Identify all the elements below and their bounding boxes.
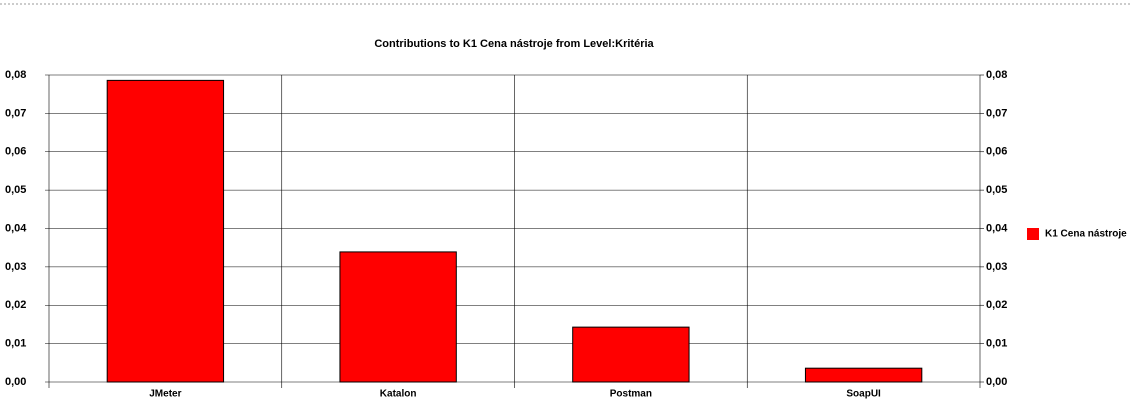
y2-tick-label: 0,06 — [986, 146, 1007, 158]
y2-tick-label: 0,07 — [986, 107, 1007, 119]
bar — [106, 79, 225, 383]
y2-tick-label: 0,00 — [986, 376, 1007, 388]
y2-tick-label: 0,02 — [986, 299, 1007, 311]
y2-tick-label: 0,05 — [986, 184, 1007, 196]
y-tick-label: 0,03 — [5, 261, 26, 273]
legend-swatch — [1027, 228, 1039, 240]
y2-tick-label: 0,04 — [986, 222, 1008, 234]
y2-tick-label: 0,01 — [986, 338, 1007, 350]
y-tick-label: 0,04 — [5, 222, 27, 234]
x-tick-label: JMeter — [149, 389, 181, 400]
bar — [804, 367, 923, 383]
bar — [572, 326, 690, 383]
bar — [339, 251, 457, 383]
y-tick-label: 0,02 — [5, 299, 26, 311]
y2-tick-label: 0,03 — [986, 261, 1007, 273]
y-tick-label: 0,00 — [5, 376, 26, 388]
y2-tick-label: 0,08 — [986, 69, 1007, 81]
x-tick-label: SoapUI — [846, 389, 881, 400]
y-tick-label: 0,07 — [5, 107, 26, 119]
x-tick-label: Katalon — [380, 389, 417, 400]
chart-title: Contributions to K1 Cena nástroje from L… — [374, 38, 654, 50]
legend-label: K1 Cena nástroje — [1045, 229, 1127, 240]
y-tick-label: 0,01 — [5, 338, 26, 350]
y-tick-label: 0,05 — [5, 184, 26, 196]
x-tick-label: Postman — [610, 389, 652, 400]
y-tick-label: 0,06 — [5, 146, 26, 158]
y-tick-label: 0,08 — [5, 69, 26, 81]
